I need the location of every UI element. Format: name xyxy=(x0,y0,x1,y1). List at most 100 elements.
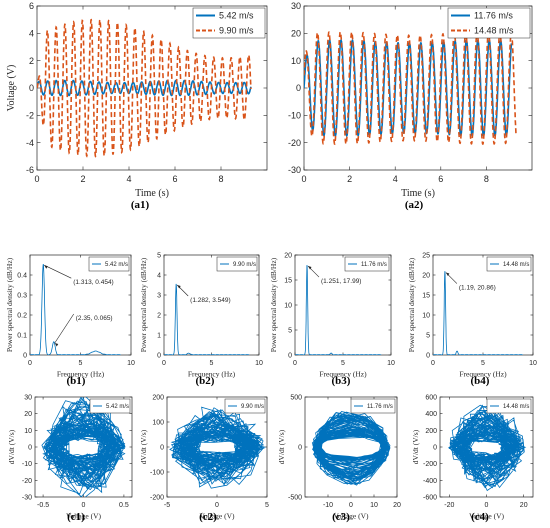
y-tick-label: 5 xyxy=(288,327,292,334)
y-tick-label: 20 xyxy=(24,411,32,418)
y-tick-label: 5 xyxy=(426,332,430,339)
y-tick-label: -10 xyxy=(22,461,32,468)
y-tick-label: 10 xyxy=(24,428,32,435)
y-tick-label: -6 xyxy=(26,165,34,175)
y-tick-label: 3 xyxy=(157,292,161,299)
y-axis-label: Power spectral density (dB/Hz) xyxy=(139,257,148,352)
x-tick-label: 0 xyxy=(28,360,32,367)
x-tick-label: -0.5 xyxy=(37,502,49,509)
x-tick-label: 20 xyxy=(520,502,528,509)
y-tick-label: -4 xyxy=(26,138,34,148)
legend: 5.42 m/s 9.90 m/s xyxy=(192,7,266,39)
y-axis-label: Power spectral density (dB/Hz) xyxy=(407,257,416,352)
plot-area xyxy=(304,30,517,146)
x-tick-label: -10 xyxy=(323,502,333,509)
x-axis-label: Time (s) xyxy=(135,188,169,199)
y-tick-label: 0.1 xyxy=(17,332,27,339)
annotation-arrowhead xyxy=(308,266,312,270)
x-tick-label: 20 xyxy=(393,502,401,509)
legend-label: 11.76 m/s xyxy=(361,262,387,268)
panel-b2: 0 5 10 0 1 2 3 4 5 Frequency (Hz) Power spectral d… xyxy=(139,252,263,387)
x-tick-label: 0 xyxy=(293,360,297,367)
legend: 5.42 m/s xyxy=(88,256,130,272)
annotation-label: (1.313, 0.454) xyxy=(73,279,113,286)
y-tick-label: 200 xyxy=(425,428,437,435)
x-tick-label: -5 xyxy=(164,502,170,509)
x-tick-label: 10 xyxy=(387,360,395,367)
series-line-a1-2 xyxy=(37,17,252,159)
legend-box xyxy=(344,256,390,272)
series-line-c2-1 xyxy=(169,406,267,489)
panel-caption: (b4) xyxy=(471,375,490,387)
legend: 5.42 m/s xyxy=(89,398,131,414)
legend-label: 5.42 m/s xyxy=(219,11,254,21)
y-tick-label: 5 xyxy=(157,252,161,259)
y-tick-label: -400 xyxy=(423,478,437,485)
x-tick-label: 5 xyxy=(481,360,485,367)
y-tick-label: 20 xyxy=(291,28,301,38)
annotation-label: (1.251, 17.99) xyxy=(321,278,361,285)
y-tick-label: 0 xyxy=(296,83,301,93)
y-tick-label: 4 xyxy=(157,272,161,279)
y-tick-label: 0 xyxy=(23,352,27,359)
x-tick-label: 10 xyxy=(255,360,263,367)
y-tick-label: 200 xyxy=(152,394,164,401)
panel-c1: -0.5 0 0.5 -30 -20 -10 0 10 20 30 Voltage (V) dV/dt… xyxy=(7,394,133,523)
panel-caption: (c4) xyxy=(471,511,489,523)
x-axis-label: Time (s) xyxy=(401,188,435,199)
panel-caption: (c1) xyxy=(67,511,85,523)
y-tick-label: 0.2 xyxy=(17,312,27,319)
legend-box xyxy=(486,398,532,414)
y-tick-label: 2 xyxy=(29,56,34,66)
panel-a2: 0 2 4 6 8 -30 -20 -10 0 10 20 30 Time (s) 11.76 m/s 14… xyxy=(288,1,533,211)
y-tick-label: 15 xyxy=(422,292,430,299)
x-axis-label: Voltage (V) xyxy=(333,512,369,521)
y-axis-label: Power spectral density (dB/Hz) xyxy=(269,257,278,352)
y-tick-label: 0 xyxy=(160,444,164,451)
series-line-c4-1 xyxy=(447,404,527,492)
y-tick-label: 400 xyxy=(425,411,437,418)
x-tick-label: 0 xyxy=(215,502,219,509)
x-tick-label: 5 xyxy=(79,360,83,367)
legend-box xyxy=(224,398,266,414)
legend-label: 14.48 m/s xyxy=(503,262,529,268)
panel-caption: (c3) xyxy=(332,511,350,523)
x-axis-label: Voltage (V) xyxy=(66,512,102,521)
x-tick-label: 8 xyxy=(484,174,489,184)
x-tick-label: 0.5 xyxy=(119,502,129,509)
legend-label: 11.76 m/s xyxy=(367,404,393,410)
panel-b4: 0 5 10 0 5 10 15 20 25 Frequency (Hz) Power spectr… xyxy=(407,252,537,387)
x-tick-label: 5 xyxy=(341,360,345,367)
y-axis-label: dV/dt (V/s) xyxy=(139,429,148,464)
legend-label: 9.90 m/s xyxy=(219,26,254,36)
panel-caption: (b2) xyxy=(196,375,215,387)
annotation-arrowhead xyxy=(54,343,59,347)
annotation-label: (2.35, 0.065) xyxy=(76,315,113,322)
panel-c2: -5 0 5 -200 -100 0 100 200 Voltage (V) dV/dt (V/s… xyxy=(139,394,269,523)
series-line-b3-1 xyxy=(295,265,382,355)
legend-label: 5.42 m/s xyxy=(105,262,128,268)
series-line-b4-1 xyxy=(433,271,524,355)
x-axis-label: Frequency (Hz) xyxy=(319,370,367,379)
y-tick-label: 0 xyxy=(29,83,34,93)
legend-box xyxy=(192,7,266,39)
legend-label: 14.48 m/s xyxy=(503,404,529,410)
y-tick-label: 100 xyxy=(152,419,164,426)
panel-caption: (c2) xyxy=(199,511,217,523)
x-tick-label: 10 xyxy=(529,360,537,367)
x-tick-label: 4 xyxy=(126,174,131,184)
panel-caption: (b3) xyxy=(332,375,351,387)
y-tick-label: 0.4 xyxy=(17,272,27,279)
x-tick-label: 5 xyxy=(210,360,214,367)
series-line-a2-2 xyxy=(304,30,517,146)
panel-caption: (a2) xyxy=(405,199,424,211)
y-tick-label: 20 xyxy=(422,272,430,279)
annotation-label: (1.282, 3.549) xyxy=(190,297,230,304)
legend-box xyxy=(350,398,396,414)
y-tick-label: 0.3 xyxy=(17,292,27,299)
y-tick-label: -200 xyxy=(150,494,164,501)
y-tick-label: 2 xyxy=(157,312,161,319)
